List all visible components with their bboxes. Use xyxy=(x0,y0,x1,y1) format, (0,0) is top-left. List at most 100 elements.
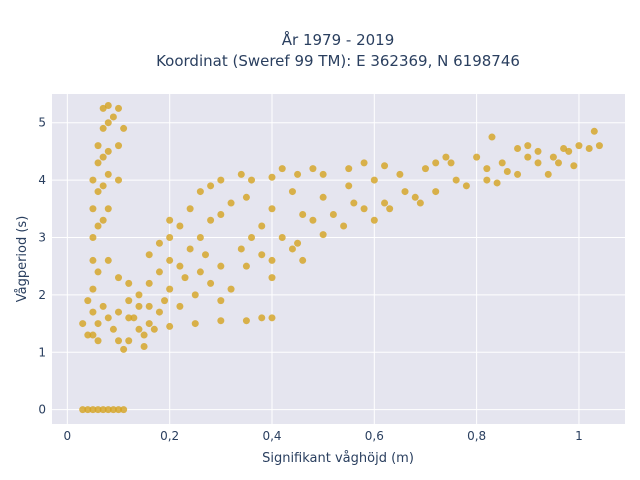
scatter-point xyxy=(309,165,317,173)
scatter-point xyxy=(79,406,87,414)
scatter-point xyxy=(181,274,189,282)
scatter-point xyxy=(217,297,225,305)
scatter-point xyxy=(115,142,123,150)
scatter-point xyxy=(84,297,92,305)
scatter-point xyxy=(514,170,522,178)
plot-area xyxy=(52,94,625,424)
scatter-point xyxy=(89,233,97,241)
scatter-point xyxy=(473,153,481,161)
scatter-point xyxy=(217,262,225,270)
scatter-point xyxy=(104,101,112,109)
scatter-point xyxy=(268,256,276,264)
scatter-point xyxy=(201,251,209,259)
scatter-point xyxy=(498,159,506,167)
scatter-point xyxy=(319,170,327,178)
scatter-point xyxy=(288,245,296,253)
scatter-point xyxy=(115,176,123,184)
scatter-point xyxy=(166,216,174,224)
scatter-point xyxy=(104,170,112,178)
scatter-point xyxy=(145,302,153,310)
scatter-point xyxy=(104,119,112,127)
scatter-point xyxy=(109,325,117,333)
scatter-point xyxy=(176,222,184,230)
scatter-point xyxy=(191,320,199,328)
scatter-point xyxy=(442,153,450,161)
scatter-point xyxy=(360,159,368,167)
scatter-point xyxy=(120,345,128,353)
scatter-point xyxy=(370,176,378,184)
scatter-point xyxy=(350,199,358,207)
scatter-point xyxy=(278,165,286,173)
y-tick-label: 0 xyxy=(38,403,46,417)
scatter-point xyxy=(299,256,307,264)
scatter-point xyxy=(99,406,107,414)
scatter-point xyxy=(360,205,368,213)
scatter-point xyxy=(483,176,491,184)
chart-title-line-1: År 1979 - 2019 xyxy=(282,30,395,49)
scatter-point xyxy=(268,274,276,282)
scatter-point xyxy=(94,142,102,150)
scatter-point xyxy=(421,165,429,173)
scatter-point xyxy=(186,205,194,213)
scatter-point xyxy=(104,314,112,322)
x-tick-label: 0,8 xyxy=(467,429,486,443)
scatter-point xyxy=(554,159,562,167)
scatter-point xyxy=(155,308,163,316)
scatter-point xyxy=(248,176,256,184)
y-axis-title: Vågperiod (s) xyxy=(15,216,30,303)
scatter-point xyxy=(237,170,245,178)
scatter-point xyxy=(248,233,256,241)
scatter-point xyxy=(207,182,215,190)
chart-title-line-2: Koordinat (Sweref 99 TM): E 362369, N 61… xyxy=(156,52,520,70)
scatter-point xyxy=(462,182,470,190)
scatter-point xyxy=(176,302,184,310)
scatter-point xyxy=(549,153,557,161)
scatter-point xyxy=(416,199,424,207)
scatter-point xyxy=(125,337,133,345)
scatter-point xyxy=(396,170,404,178)
scatter-point xyxy=(130,314,138,322)
scatter-point xyxy=(84,331,92,339)
scatter-point xyxy=(89,176,97,184)
scatter-point xyxy=(570,162,578,170)
scatter-point xyxy=(544,170,552,178)
y-tick-label: 1 xyxy=(38,345,46,359)
scatter-point xyxy=(125,279,133,287)
scatter-point xyxy=(140,343,148,351)
scatter-point xyxy=(99,182,107,190)
scatter-point xyxy=(125,314,133,322)
scatter-point xyxy=(155,239,163,247)
scatter-point xyxy=(534,147,542,155)
x-tick-label: 0 xyxy=(64,429,72,443)
scatter-point xyxy=(288,188,296,196)
scatter-point xyxy=(294,239,302,247)
scatter-point xyxy=(94,406,102,414)
scatter-point xyxy=(242,262,250,270)
scatter-point xyxy=(319,231,327,239)
scatter-point xyxy=(191,291,199,299)
scatter-point xyxy=(166,322,174,330)
scatter-point xyxy=(166,233,174,241)
x-axis-title: Signifikant våghöjd (m) xyxy=(262,451,414,466)
scatter-point xyxy=(176,262,184,270)
scatter-point xyxy=(186,245,194,253)
scatter-point xyxy=(534,159,542,167)
x-tick-label: 0,2 xyxy=(160,429,179,443)
scatter-point xyxy=(120,406,128,414)
scatter-point xyxy=(227,285,235,293)
scatter-point xyxy=(268,314,276,322)
scatter-point xyxy=(99,216,107,224)
scatter-point xyxy=(115,104,123,112)
scatter-point xyxy=(319,193,327,201)
scatter-point xyxy=(299,211,307,219)
scatter-point xyxy=(565,147,573,155)
scatter-point xyxy=(242,317,250,325)
y-tick-label: 3 xyxy=(38,230,46,244)
scatter-point xyxy=(145,279,153,287)
scatter-point xyxy=(590,127,598,135)
scatter-point xyxy=(84,406,92,414)
y-axis-ticks: 0 1 2 3 4 5 xyxy=(38,116,46,417)
scatter-point xyxy=(79,320,87,328)
scatter-point xyxy=(94,159,102,167)
